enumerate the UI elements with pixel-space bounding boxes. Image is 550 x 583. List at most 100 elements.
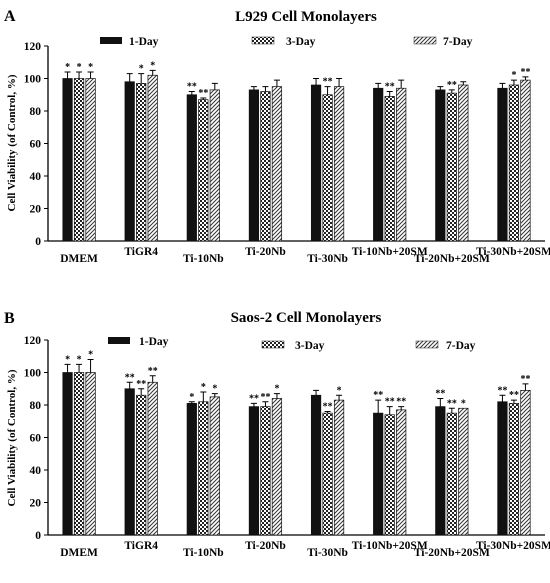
legend: 1-Day 3-Day 7-Day [108,336,476,352]
x-tick-label: Ti-30Nb [307,547,348,559]
y-tick-label: 80 [30,400,42,412]
significance-marker: * [511,70,516,81]
legend-item-3-day: 3-Day [251,36,316,48]
bar-3-day [198,401,209,536]
bar-1-day [186,94,197,242]
bar-7-day [333,86,345,242]
significance-marker: * [88,350,93,361]
bar-7-day [271,86,283,242]
bar-3-day [508,84,520,242]
bar-3-day [198,99,209,242]
bar-3-day [508,403,520,536]
y-tick-label: 100 [24,368,42,380]
legend: 1-Day 3-Day 7-Day [100,36,473,48]
legend-swatch [251,36,275,45]
significance-marker: * [189,392,194,403]
significance-marker: ** [435,389,445,400]
x-tick-label: Ti-30Nb+20SM [476,540,550,552]
significance-marker: * [77,62,82,73]
panel-a: A L929 Cell Monolayers Cell Viability (o… [4,8,550,265]
significance-marker: * [88,62,93,73]
x-tick-label: Ti-20Nb [245,540,286,552]
bar-3-day [136,83,147,242]
bar-7-day [209,396,220,536]
bar-3-day [446,412,457,536]
legend-item-1-day: 1-Day [108,336,169,348]
significance-marker: ** [509,390,519,401]
y-tick-label: 20 [30,498,42,510]
bar-1-day [248,89,260,242]
bar-7-day [396,87,407,242]
legend-swatch [108,337,130,344]
legend-label: 7-Day [446,340,476,352]
significance-marker: * [212,384,217,395]
significance-marker: ** [497,385,507,396]
bar-3-day [260,91,271,242]
significance-marker: * [461,398,466,409]
legend-label: 1-Day [139,336,169,348]
bar-1-day [124,388,135,536]
y-tick-label: 80 [30,106,42,118]
legend-item-7-day: 7-Day [413,36,473,48]
significance-marker: ** [136,379,146,390]
significance-marker: ** [520,374,530,385]
bar-1-day [373,412,384,536]
significance-marker: ** [447,80,457,91]
bar-7-day [147,74,158,242]
x-tick-label: Ti-10Nb [183,547,224,559]
y-tick-label: 0 [35,236,41,248]
significance-marker: ** [323,77,333,88]
bar-1-day [186,403,197,536]
x-tick-label: TiGR4 [124,540,158,552]
legend-item-3-day: 3-Day [261,340,325,352]
significance-marker: ** [260,392,270,403]
x-tick-label: DMEM [60,253,98,265]
bar-3-day [322,94,333,242]
bar-1-day [497,401,508,536]
bar-1-day [497,87,508,242]
panel-letter: A [4,8,16,25]
y-axis-label: Cell Viability (of Control, %) [6,74,18,211]
chart-title: Saos-2 Cell Monolayers [231,310,382,326]
legend-label: 3-Day [286,36,316,48]
bar-1-day [248,406,260,536]
y-axis-label: Cell Viability (of Control, %) [6,369,18,506]
legend-label: 3-Day [295,340,325,352]
y-tick-label: 20 [30,204,42,216]
significance-marker: ** [148,366,158,377]
y-tick-label: 0 [35,530,41,542]
y-tick-label: 100 [24,74,42,86]
y-tick-label: 60 [30,139,42,151]
bar-3-day [260,406,271,536]
x-tick-label: TiGR4 [124,246,158,258]
significance-marker: * [150,60,155,71]
panel-letter: B [4,310,15,327]
bar-1-day [310,84,322,242]
y-tick-label: 40 [30,465,42,477]
significance-marker: ** [187,82,197,93]
significance-marker: ** [125,372,135,383]
legend-swatch [261,340,285,349]
bar-7-day [458,407,469,536]
bar-1-day [435,406,446,536]
bar-3-day [322,412,333,536]
significance-marker: * [274,384,279,395]
y-tick-label: 60 [30,433,42,445]
bar-7-day [333,399,345,536]
significance-marker: * [337,385,342,396]
significance-marker: * [77,354,82,365]
significance-marker: ** [385,397,395,408]
bar-7-day [520,79,531,242]
x-tick-label: Ti-10Nb [183,253,224,265]
significance-marker: * [201,382,206,393]
significance-marker: ** [396,397,406,408]
y-tick-label: 40 [30,171,42,183]
y-tick-label: 120 [24,41,42,53]
legend-label: 1-Day [129,36,159,48]
bar-1-day [62,78,73,242]
x-tick-label: Ti-20Nb+20SM [414,547,490,559]
bar-1-day [124,81,135,242]
